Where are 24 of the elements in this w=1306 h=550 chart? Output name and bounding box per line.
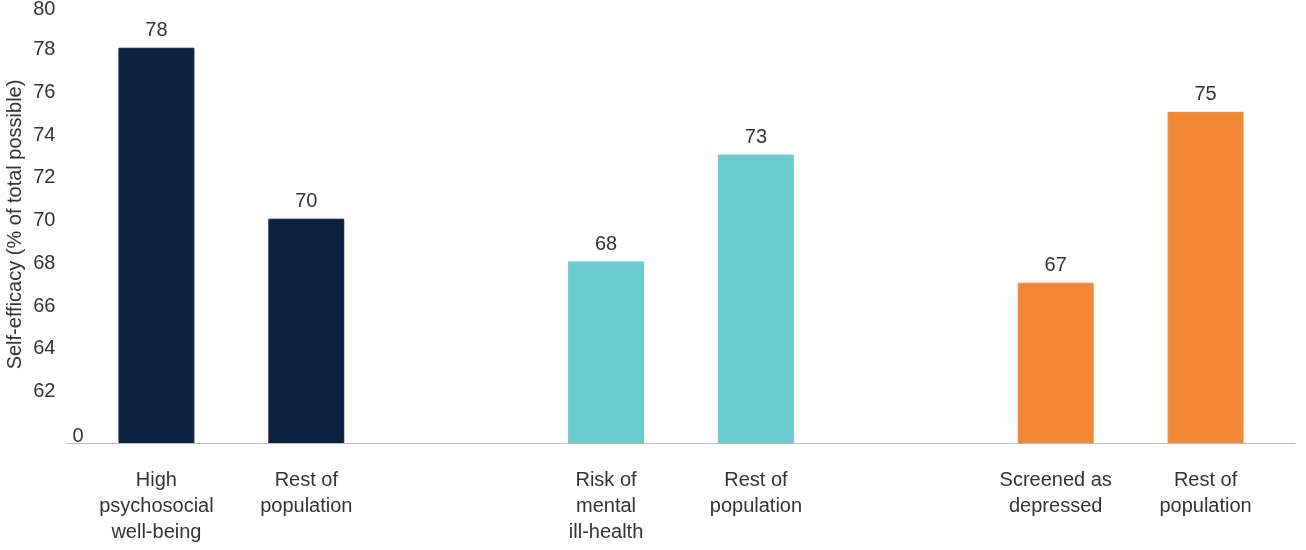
y-tick-label: 72: [33, 165, 56, 188]
y-tick-label: 80: [33, 0, 56, 19]
data-label: 73: [744, 125, 768, 148]
y-tick-label: 62: [33, 379, 56, 402]
y-axis-title: Self-efficacy (% of total possible): [3, 79, 26, 370]
x-tick-label: Screened as depressed: [999, 467, 1112, 516]
y-tick-label: 70: [33, 208, 56, 231]
data-label: 68: [594, 231, 618, 254]
x-tick-label: Rest of population: [709, 467, 803, 516]
data-label: 78: [145, 18, 168, 41]
y-tick-label: 64: [33, 336, 56, 359]
y-tick-label: 78: [33, 37, 56, 60]
y-tick-label: 68: [33, 250, 56, 273]
x-tick-label: Rest of population: [260, 467, 353, 516]
data-label: 67: [1044, 253, 1067, 276]
x-tick-label: Rest of population: [1159, 467, 1252, 516]
y-tick-label: 74: [33, 122, 56, 145]
annotation: 0: [72, 423, 84, 446]
data-label: 75: [1194, 82, 1217, 105]
data-label: 70: [295, 189, 318, 212]
y-tick-label: 76: [33, 79, 56, 102]
x-tick-label: Risk of mental ill-health: [568, 467, 644, 543]
y-tick-label: 66: [33, 293, 56, 316]
x-tick-label: High psychosocial well-being: [99, 467, 214, 543]
